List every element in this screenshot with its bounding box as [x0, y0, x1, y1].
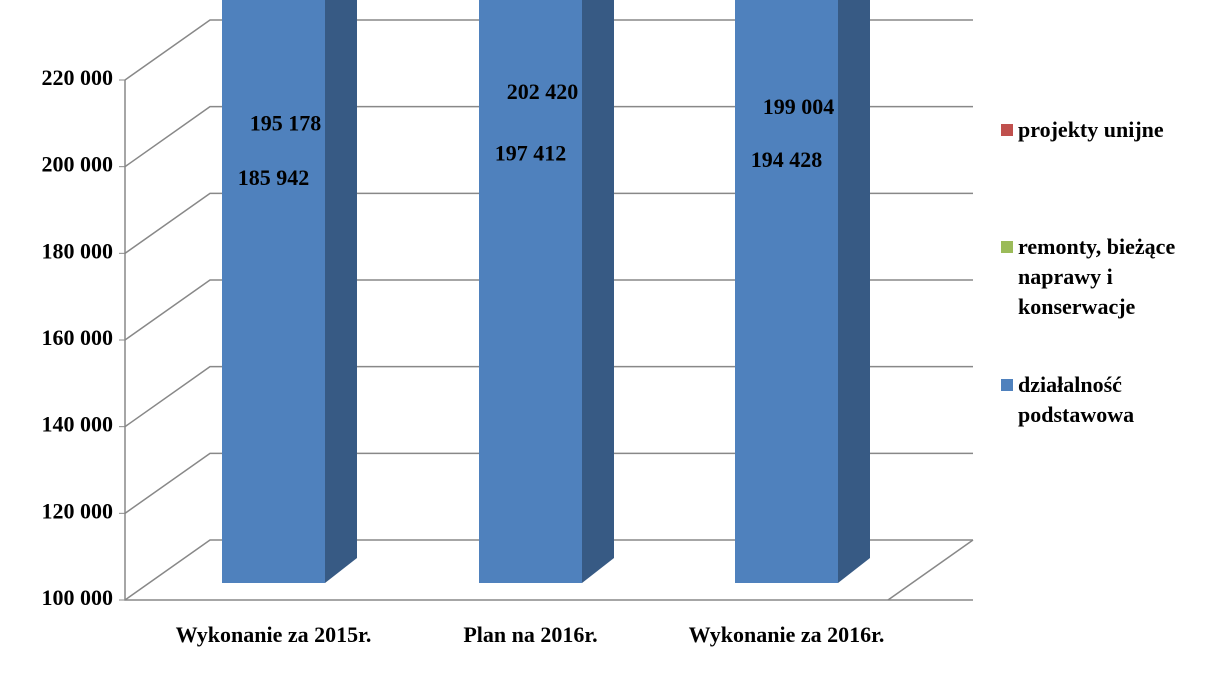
floor-edge [887, 539, 974, 601]
bar [222, 0, 325, 583]
legend-swatch [1001, 379, 1013, 391]
total-label: 195 178 [250, 111, 322, 136]
x-tick-label: Wykonanie za 2015r. [175, 622, 372, 647]
bar-side [582, 0, 614, 583]
legend-label: projekty unijne [1018, 117, 1164, 142]
grid-line [124, 452, 973, 514]
value-label: 194 428 [751, 147, 823, 172]
grid-line [124, 365, 973, 428]
y-tick-label: 140 000 [42, 412, 114, 437]
bar [479, 0, 582, 584]
x-tick-label: Wykonanie za 2016r. [688, 622, 885, 647]
value-label: 185 942 [238, 165, 310, 190]
legend-swatch [1001, 124, 1013, 136]
y-tick-label: 160 000 [42, 325, 114, 350]
legend-label: remonty, bieżące naprawy i konserwacje [1018, 234, 1176, 319]
y-tick-label: 100 000 [42, 585, 114, 610]
legend-label: działalność podstawowa [1018, 372, 1135, 427]
grid-line [124, 19, 973, 81]
bar [735, 0, 838, 584]
grid-line [124, 539, 973, 601]
grid-line [124, 279, 973, 341]
bar-side [838, 0, 870, 583]
bar-side [325, 0, 357, 583]
grid-line [124, 192, 973, 254]
y-tick-label: 220 000 [42, 65, 114, 90]
x-tick-label: Plan na 2016r. [463, 622, 598, 647]
value-label: 197 412 [495, 140, 567, 165]
y-tick-label: 120 000 [42, 498, 114, 523]
total-label: 199 004 [763, 94, 835, 119]
y-tick-label: 200 000 [42, 152, 114, 177]
grid-line [124, 105, 973, 168]
total-label: 202 420 [507, 79, 579, 104]
y-tick-label: 180 000 [42, 238, 114, 263]
legend-swatch [1001, 241, 1013, 253]
